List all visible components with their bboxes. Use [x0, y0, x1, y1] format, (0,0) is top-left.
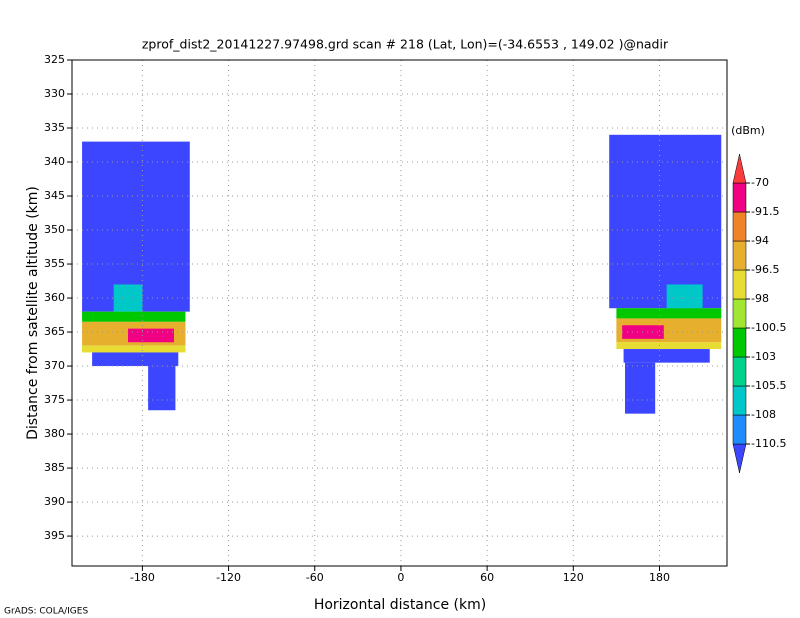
colorbar-segment	[732, 240, 747, 271]
footer: GrADS: COLA/IGES	[4, 607, 88, 617]
colorbar-label: -96.5	[751, 263, 779, 276]
colorbar-unit: (dBm)	[731, 124, 765, 137]
colorbar-label: -98	[751, 292, 769, 305]
heat-cell	[128, 328, 174, 343]
colorbar-label: -103	[751, 350, 776, 363]
colorbar-label: -108	[751, 408, 776, 421]
heat-cell	[148, 366, 176, 411]
heat-cell	[616, 342, 722, 350]
y-tick-label: 350	[44, 223, 65, 236]
heat-cell	[625, 362, 656, 414]
y-tick-label: 390	[44, 495, 65, 508]
y-tick-label: 335	[44, 121, 65, 134]
y-axis-label: Distance from satellite altitude (km)	[25, 186, 41, 440]
x-tick-label: 120	[563, 571, 584, 584]
y-tick-label: 330	[44, 87, 65, 100]
y-tick-label: 370	[44, 359, 65, 372]
colorbar-segment	[732, 385, 747, 416]
x-tick-label: -60	[306, 571, 324, 584]
x-tick-label: 180	[649, 571, 670, 584]
y-tick-label: 375	[44, 393, 65, 406]
y-tick-label: 385	[44, 461, 65, 474]
x-tick-label: -180	[130, 571, 155, 584]
heat-cell	[609, 134, 722, 309]
colorbar-segment	[732, 356, 747, 387]
colorbar-triangle	[732, 443, 747, 474]
colorbar-label: -91.5	[751, 205, 779, 218]
colorbar-segment	[732, 414, 747, 445]
colorbar-segment	[732, 269, 747, 300]
y-tick-label: 325	[44, 53, 65, 66]
y-tick-label: 380	[44, 427, 65, 440]
colorbar-label: -94	[751, 234, 769, 247]
colorbar-segment	[732, 298, 747, 329]
heat-cell	[82, 311, 186, 322]
x-tick-label: 60	[480, 571, 494, 584]
heat-cell	[82, 345, 186, 353]
plot-frame	[71, 59, 728, 567]
heat-cell	[616, 308, 722, 319]
heat-cell	[666, 284, 703, 309]
x-tick-label: -120	[216, 571, 241, 584]
colorbar-segment	[732, 327, 747, 358]
x-axis-label: Horizontal distance (km)	[314, 597, 486, 613]
chart-title: zprof_dist2_20141227.97498.grd scan # 21…	[142, 37, 669, 52]
colorbar-segment	[732, 211, 747, 242]
colorbar-label: -105.5	[751, 379, 786, 392]
x-tick-label: 0	[397, 571, 404, 584]
colorbar-triangle	[732, 153, 747, 184]
y-tick-label: 340	[44, 155, 65, 168]
y-tick-label: 355	[44, 257, 65, 270]
colorbar-label: -70	[751, 176, 769, 189]
colorbar-label: -100.5	[751, 321, 786, 334]
colorbar-segment	[732, 182, 747, 213]
y-tick-label: 360	[44, 291, 65, 304]
y-tick-label: 395	[44, 529, 65, 542]
heat-cell	[623, 349, 710, 363]
heat-cell	[92, 352, 179, 367]
colorbar-label: -110.5	[751, 437, 786, 450]
heat-cell	[82, 141, 190, 312]
y-tick-label: 345	[44, 189, 65, 202]
y-tick-label: 365	[44, 325, 65, 338]
